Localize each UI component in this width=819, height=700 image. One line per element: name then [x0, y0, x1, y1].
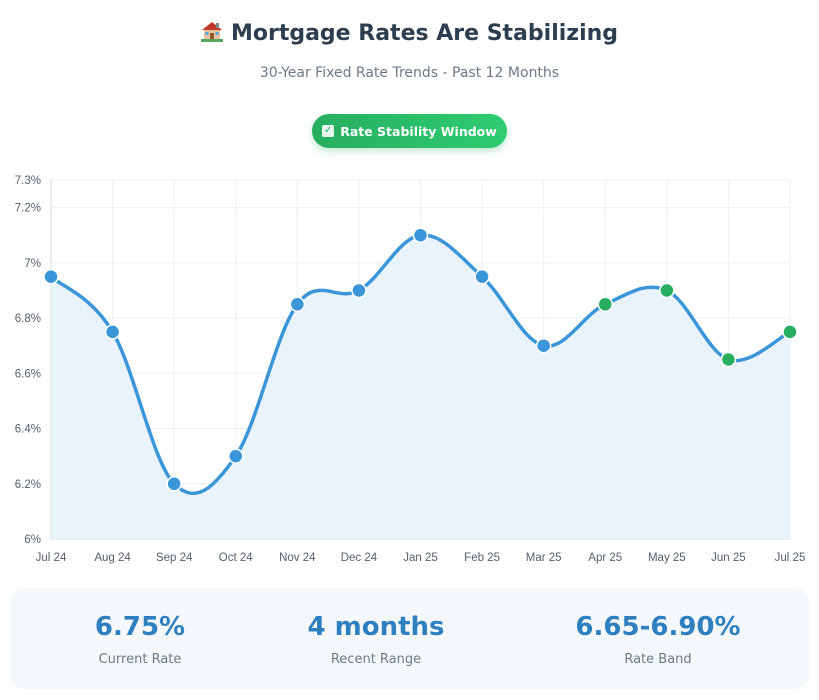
stats-panel: 6.75% Current Rate 4 months Recent Range… — [10, 588, 809, 689]
data-point[interactable] — [535, 337, 552, 354]
data-point[interactable] — [104, 324, 121, 340]
x-tick-label: Feb 25 — [464, 552, 500, 564]
data-point[interactable] — [659, 282, 675, 299]
data-point[interactable] — [351, 282, 367, 299]
y-tick-label: 6.2% — [15, 479, 41, 491]
x-tick-label: Sep 24 — [156, 552, 193, 564]
x-tick-label: Oct 24 — [219, 552, 253, 564]
house-icon — [200, 20, 223, 48]
y-tick-label: 6.4% — [15, 424, 41, 436]
y-tick-label: 6.8% — [15, 313, 41, 325]
data-point[interactable] — [597, 296, 613, 313]
page-title: Mortgage Rates Are Stabilizing — [0, 20, 819, 48]
y-tick-label: 6.6% — [15, 368, 41, 380]
data-point[interactable] — [43, 268, 59, 285]
checkbox-icon: ✓ — [322, 125, 335, 137]
data-point[interactable] — [228, 448, 244, 464]
data-point[interactable] — [166, 476, 182, 492]
x-tick-label: Apr 25 — [588, 552, 622, 564]
stat-current-rate: 6.75% Current Rate — [10, 612, 270, 667]
x-tick-label: May 25 — [648, 552, 686, 564]
page-subtitle: 30-Year Fixed Rate Trends - Past 12 Mont… — [259, 65, 560, 81]
y-tick-label: 7.3% — [15, 175, 41, 187]
stat-label: Rate Band — [624, 652, 692, 667]
y-tick-label: 7% — [24, 258, 41, 270]
data-point[interactable] — [720, 351, 737, 368]
data-point[interactable] — [289, 296, 306, 313]
data-points — [43, 227, 798, 492]
x-tick-label: Jan 25 — [403, 552, 438, 564]
y-tick-label: 6% — [24, 534, 41, 546]
title-text: Mortgage Rates Are Stabilizing — [230, 21, 619, 46]
rate-trend-chart: 6% 6.2% 6.4% 6.6% 6.8% 7% 7.2% 7.3% Jul 24 Aug 2… — [15, 175, 806, 564]
data-point[interactable] — [474, 268, 490, 285]
stat-value: 6.75% — [94, 612, 186, 642]
x-tick-label: Jul 25 — [775, 552, 806, 564]
x-tick-label: Aug 24 — [94, 552, 131, 564]
area-fill — [51, 235, 790, 539]
y-axis-ticks: 6% 6.2% 6.4% 6.6% 6.8% 7% 7.2% 7.3% — [15, 175, 41, 546]
stat-recent-range: 4 months Recent Range — [246, 612, 506, 667]
x-tick-label: Nov 24 — [279, 552, 316, 564]
stat-rate-band: 6.65-6.90% Rate Band — [528, 612, 788, 667]
stat-label: Recent Range — [330, 652, 422, 667]
y-tick-label: 7.2% — [15, 203, 41, 215]
data-point[interactable] — [412, 227, 429, 243]
x-tick-label: Jul 24 — [36, 552, 67, 564]
stat-value: 4 months — [307, 612, 445, 642]
x-tick-label: Mar 25 — [526, 552, 562, 564]
badge-label: Rate Stability Window — [340, 123, 497, 139]
data-point[interactable] — [782, 324, 798, 340]
stat-label: Current Rate — [98, 652, 182, 667]
rate-stability-badge: ✓ Rate Stability Window — [312, 114, 507, 148]
x-tick-label: Dec 24 — [341, 552, 378, 564]
x-tick-label: Jun 25 — [711, 552, 746, 564]
x-axis-ticks: Jul 24 Aug 24 Sep 24 Oct 24 Nov 24 Dec 24 Jan … — [36, 552, 806, 564]
stat-value: 6.65-6.90% — [575, 612, 741, 642]
